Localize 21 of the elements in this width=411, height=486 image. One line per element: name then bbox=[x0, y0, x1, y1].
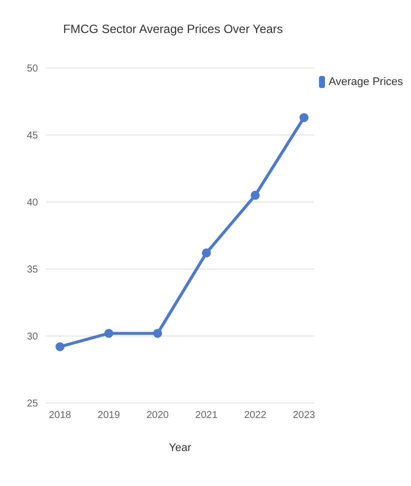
x-tick-label: 2018 bbox=[48, 410, 72, 422]
x-tick-label: 2020 bbox=[146, 410, 170, 422]
x-tick-label: 2022 bbox=[244, 410, 267, 422]
y-tick-label: 25 bbox=[26, 398, 38, 410]
chart-title: FMCG Sector Average Prices Over Years bbox=[62, 22, 284, 36]
y-tick-label: 40 bbox=[26, 198, 38, 209]
y-tick-label: 45 bbox=[26, 130, 38, 142]
legend-label: Average Prices bbox=[328, 76, 403, 88]
y-tick-label: 50 bbox=[26, 64, 38, 75]
x-tick-label: 2021 bbox=[195, 410, 218, 422]
point bbox=[56, 342, 64, 352]
point bbox=[104, 328, 114, 338]
point bbox=[250, 190, 260, 200]
point bbox=[153, 328, 162, 338]
point bbox=[300, 113, 308, 122]
x-tick-label: 2023 bbox=[292, 410, 316, 422]
x-axis-title: Year bbox=[168, 442, 192, 454]
y-tick-label: 30 bbox=[26, 332, 38, 343]
point bbox=[202, 248, 211, 258]
y-tick-label: 35 bbox=[26, 264, 38, 276]
x-tick-label: 2019 bbox=[98, 410, 120, 422]
